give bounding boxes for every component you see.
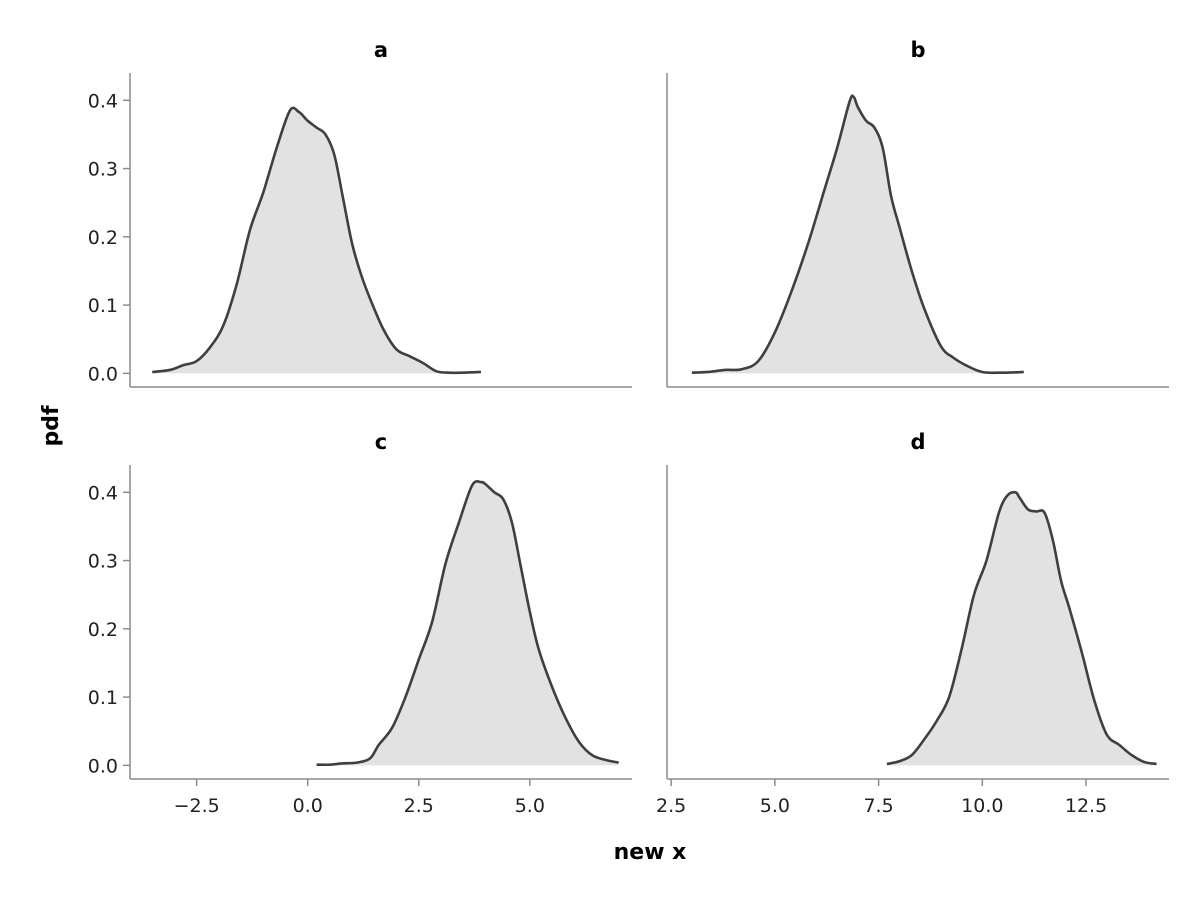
x-axis-title: new x [614,840,687,865]
x-tick-label-d-0: 2.5 [656,795,686,817]
panel-title-c: c [375,430,387,454]
y-tick-label-c-1: 0.1 [88,687,118,709]
panel-c: c 0.0 0.1 0.2 0.3 0.4 −2.5 0.0 2.5 5.0 [88,430,632,817]
x-tick-label-d-3: 10.0 [961,795,1003,817]
y-tick-label-a-1: 0.1 [88,295,118,317]
y-axis-title: pdf [39,405,64,446]
x-tick-label-d-1: 5.0 [760,795,790,817]
y-tick-label-a-0: 0.0 [88,363,118,385]
density-line-b [691,94,1024,375]
y-tick-label-c-3: 0.3 [88,551,118,573]
panel-a: a 0.0 0.1 0.2 0.3 0.4 [88,38,632,388]
density-area-d [886,492,1157,766]
x-tick-label-c-3: 5.0 [515,795,545,817]
x-tick-label-c-1: 0.0 [293,795,323,817]
y-tick-label-a-2: 0.2 [88,227,118,249]
y-tick-label-c-0: 0.0 [88,755,118,777]
y-tick-label-c-4: 0.4 [88,482,118,504]
panels-layer: a 0.0 0.1 0.2 0.3 0.4 b c 0.0 0.1 0.2 0.3 0.4 −2.5 0.0… [88,38,1169,817]
density-area-a [152,107,481,374]
density-area-b [691,95,1024,374]
y-tick-label-c-2: 0.2 [88,619,118,641]
x-tick-label-d-2: 7.5 [863,795,893,817]
density-line-c [316,480,619,767]
density-line-a [152,106,482,375]
y-tick-label-a-3: 0.3 [88,159,118,181]
panel-title-b: b [910,38,925,62]
x-tick-label-c-2: 2.5 [404,795,434,817]
x-tick-label-c-0: −2.5 [174,795,220,817]
panel-b: b [666,38,1169,388]
panel-title-d: d [910,430,925,454]
panel-title-a: a [374,38,388,62]
x-tick-label-d-4: 12.5 [1065,795,1107,817]
y-tick-label-a-4: 0.4 [88,90,118,112]
density-area-c [316,481,619,766]
panel-d: d 2.5 5.0 7.5 10.0 12.5 [656,430,1169,817]
density-line-d [886,490,1157,766]
